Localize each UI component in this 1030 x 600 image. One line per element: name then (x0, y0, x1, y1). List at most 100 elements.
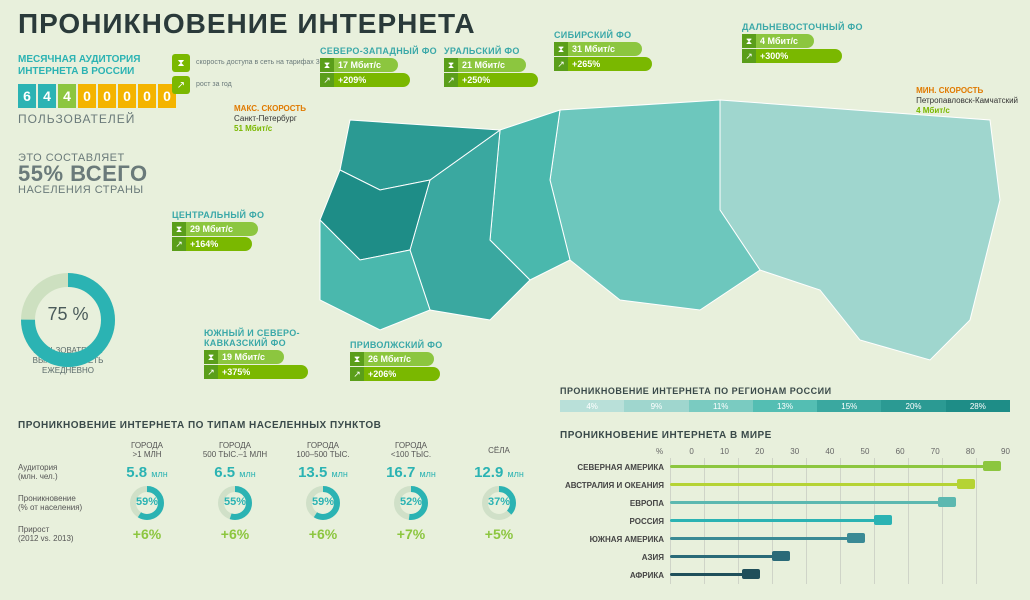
district-title: ДАЛЬНЕВОСТОЧНЫЙ ФО (742, 22, 863, 32)
district-title: СИБИРСКИЙ ФО (554, 30, 652, 40)
scale-segment: 15% (817, 400, 881, 412)
growth-icon: ↗ (320, 73, 334, 87)
digit: 4 (38, 84, 56, 108)
st-row-header: Аудитория(млн. чел.) (18, 463, 98, 481)
st-growth-val: +6% (284, 526, 362, 542)
speed-bar: 29 Мбит/с (186, 222, 258, 236)
growth-bar: +209% (334, 73, 410, 87)
world-row: АВСТРАЛИЯ И ОКЕАНИЯ (560, 476, 1010, 494)
district-box: ЦЕНТРАЛЬНЫЙ ФО⧗29 Мбит/с↗+164% (172, 210, 264, 252)
digit: 0 (118, 84, 136, 108)
settlements-block: ПРОНИКНОВЕНИЕ ИНТЕРНЕТА ПО ТИПАМ НАСЕЛЕН… (18, 420, 538, 543)
speed-bar: 21 Мбит/с (458, 58, 526, 72)
plug-icon (938, 497, 956, 507)
scale-segment: 4% (560, 400, 624, 412)
st-audience-val: 5.8 млн (108, 464, 186, 481)
page-title: ПРОНИКНОВЕНИЕ ИНТЕРНЕТА (18, 8, 476, 40)
color-scale: ПРОНИКНОВЕНИЕ ИНТЕРНЕТА ПО РЕГИОНАМ РОСС… (560, 386, 1010, 412)
world-row: СЕВЕРНАЯ АМЕРИКА (560, 458, 1010, 476)
growth-icon: ↗ (350, 367, 364, 381)
scale-segment: 28% (946, 400, 1010, 412)
users-label: ПОЛЬЗОВАТЕЛЕЙ (18, 112, 135, 126)
speed-icon: ⧗ (320, 58, 334, 72)
cable-bar (670, 537, 851, 540)
speed-bar: 31 Мбит/с (568, 42, 642, 56)
speed-icon: ⧗ (350, 352, 364, 366)
audience-digits: 64400000 (18, 84, 176, 108)
st-row-header: Проникновение(% от населения) (18, 494, 98, 512)
st-penetration-val: 37% (460, 485, 538, 521)
cable-bar (670, 465, 987, 468)
speed-icon: ⧗ (444, 58, 458, 72)
growth-icon: ↗ (742, 49, 756, 63)
ma-line1: МЕСЯЧНАЯ АУДИТОРИЯ (18, 54, 140, 66)
st-penetration-val: 59% (108, 485, 186, 521)
scale-segment: 20% (881, 400, 945, 412)
daily-donut: 75 % ПОЛЬЗОВАТЕЛЕЙ ВЫХОДЯТ В СЕТЬ ЕЖЕДНЕ… (18, 270, 118, 376)
st-audience-val: 12.9 млн (460, 464, 538, 481)
district-box: СЕВЕРО-ЗАПАДНЫЙ ФО⧗17 Мбит/с↗+209% (320, 46, 437, 88)
axis-tick: 10 (720, 447, 729, 456)
st-col-header: ГОРОДА100–500 ТЫС. (284, 441, 362, 459)
district-box: ДАЛЬНЕВОСТОЧНЫЙ ФО⧗4 Мбит/с↗+300% (742, 22, 863, 64)
cable-bar (670, 519, 878, 522)
growth-icon: ↗ (554, 57, 568, 71)
st-audience-val: 13.5 млн (284, 464, 362, 481)
cable-bar (670, 555, 776, 558)
growth-icon: ↗ (444, 73, 458, 87)
speed-icon: ⧗ (742, 34, 756, 48)
st-growth-val: +5% (460, 526, 538, 542)
cable-bar (670, 501, 942, 504)
world-label: СЕВЕРНАЯ АМЕРИКА (560, 463, 670, 472)
st-col-header: ГОРОДА<100 ТЫС. (372, 441, 450, 459)
daily-pct: 75 % (18, 304, 118, 325)
digit: 0 (98, 84, 116, 108)
world-label: ЕВРОПА (560, 499, 670, 508)
axis-tick: 70 (931, 447, 940, 456)
digit: 6 (18, 84, 36, 108)
speed-icon: ⧗ (204, 350, 218, 364)
plug-icon (874, 515, 892, 525)
st-col-header: ГОРОДА>1 МЛН (108, 441, 186, 459)
district-box: ЮЖНЫЙ И СЕВЕРО-КАВКАЗСКИЙ ФО⧗19 Мбит/с↗+… (204, 328, 308, 380)
scale-segment: 11% (689, 400, 753, 412)
world-row: РОССИЯ (560, 512, 1010, 530)
st-growth-val: +6% (108, 526, 186, 542)
axis-tick: 40 (825, 447, 834, 456)
world-row: ЮЖНАЯ АМЕРИКА (560, 530, 1010, 548)
cable-bar (670, 573, 746, 576)
axis-tick: 20 (755, 447, 764, 456)
growth-bar: +164% (186, 237, 252, 251)
cable-bar (670, 483, 961, 486)
speed-bar: 26 Мбит/с (364, 352, 434, 366)
st-growth-val: +6% (196, 526, 274, 542)
world-label: ЮЖНАЯ АМЕРИКА (560, 535, 670, 544)
world-row: АФРИКА (560, 566, 1010, 584)
speed-icon: ⧗ (172, 222, 186, 236)
cs-title: ПРОНИКНОВЕНИЕ ИНТЕРНЕТА ПО РЕГИОНАМ РОСС… (560, 386, 1010, 396)
axis-tick: 90 (1001, 447, 1010, 456)
world-label: АВСТРАЛИЯ И ОКЕАНИЯ (560, 481, 670, 490)
world-label: РОССИЯ (560, 517, 670, 526)
plug-icon (957, 479, 975, 489)
growth-icon: ↗ (172, 76, 190, 94)
scale-segment: 13% (753, 400, 817, 412)
digit: 4 (58, 84, 76, 108)
axis-tick: 60 (896, 447, 905, 456)
world-block: ПРОНИКНОВЕНИЕ ИНТЕРНЕТА В МИРЕ %01020304… (560, 430, 1010, 584)
axis-tick: 80 (966, 447, 975, 456)
growth-bar: +375% (218, 365, 308, 379)
district-box: СИБИРСКИЙ ФО⧗31 Мбит/с↗+265% (554, 30, 652, 72)
growth-icon: ↗ (172, 237, 186, 251)
district-title: УРАЛЬСКИЙ ФО (444, 46, 538, 56)
share-block: ЭТО СОСТАВЛЯЕТ 55% ВСЕГО НАСЕЛЕНИЯ СТРАН… (18, 150, 148, 198)
ma-line2: ИНТЕРНЕТА В РОССИИ (18, 66, 140, 78)
district-box: УРАЛЬСКИЙ ФО⧗21 Мбит/с↗+250% (444, 46, 538, 88)
st-audience-val: 16.7 млн (372, 464, 450, 481)
growth-icon: ↗ (204, 365, 218, 379)
district-title: СЕВЕРО-ЗАПАДНЫЙ ФО (320, 46, 437, 56)
plug-icon (772, 551, 790, 561)
world-row: ЕВРОПА (560, 494, 1010, 512)
st-row-header: Прирост(2012 vs. 2013) (18, 525, 98, 543)
world-label: АЗИЯ (560, 553, 670, 562)
